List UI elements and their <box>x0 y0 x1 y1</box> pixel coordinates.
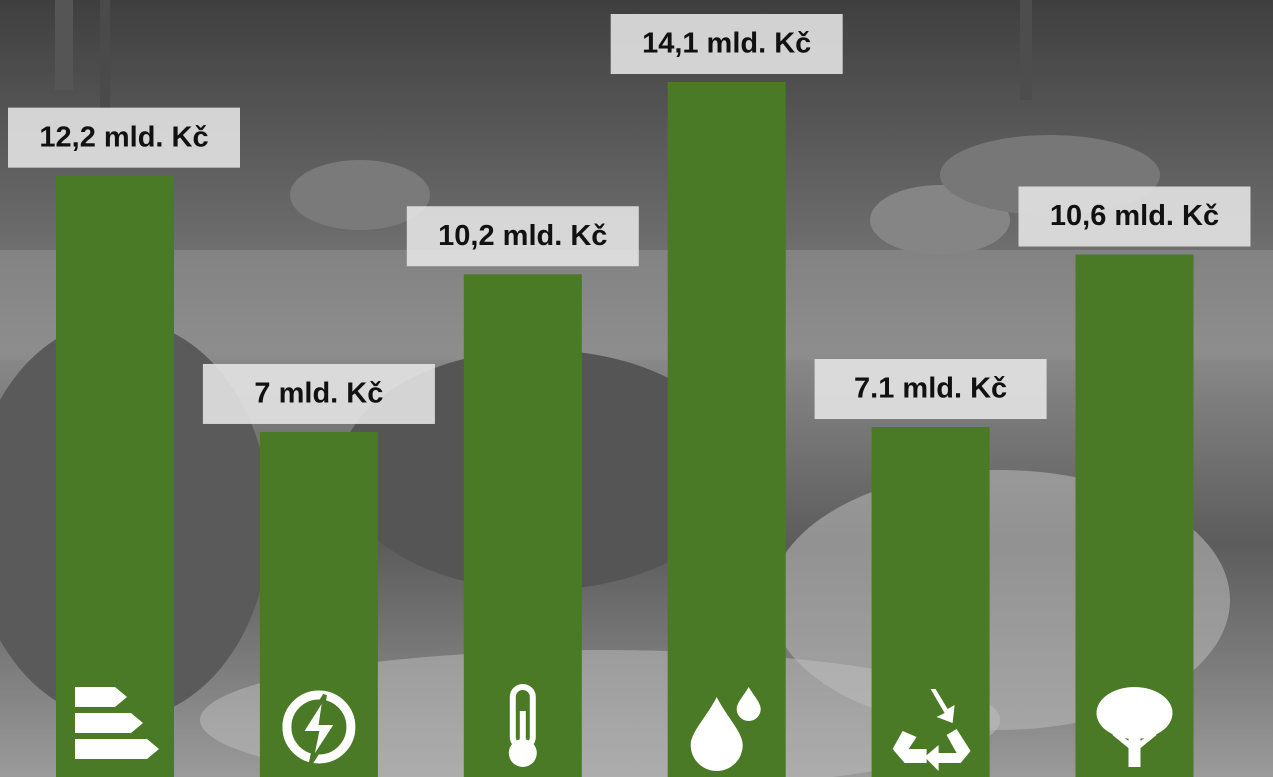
icon-part <box>75 713 143 733</box>
value-label: 7.1 mld. Kč <box>854 373 1007 405</box>
value-label-box <box>1018 186 1251 247</box>
value-label-box <box>610 14 843 74</box>
category-icon <box>690 687 761 771</box>
category-icon <box>892 689 971 771</box>
value-label-box <box>814 359 1047 420</box>
value-label: 14,1 mld. Kč <box>642 28 811 60</box>
icon-part <box>297 693 341 765</box>
category-icon <box>508 684 537 767</box>
value-label-box <box>8 107 240 168</box>
category-icon <box>75 687 159 759</box>
bar <box>667 82 786 777</box>
icon-part <box>892 689 955 763</box>
category-icon <box>282 690 356 765</box>
value-label: 10,2 mld. Kč <box>438 220 607 252</box>
icon-part <box>75 739 159 759</box>
bar <box>463 274 582 777</box>
icon-part <box>508 739 537 767</box>
icon-part <box>1096 687 1173 739</box>
bar <box>871 427 990 777</box>
icon-part <box>519 711 526 751</box>
value-label: 12,2 mld. Kč <box>39 121 208 153</box>
icon-part <box>736 687 761 721</box>
icon-part <box>690 697 743 771</box>
icon-part <box>1112 727 1157 767</box>
value-label: 7 mld. Kč <box>254 378 383 410</box>
icon-part <box>924 729 971 771</box>
value-label-box <box>406 206 639 267</box>
icon-part <box>282 690 356 764</box>
bar <box>56 175 174 777</box>
category-icon <box>1096 687 1173 767</box>
icon-part <box>75 687 127 707</box>
value-label-box <box>202 363 435 424</box>
value-label: 10,6 mld. Kč <box>1050 200 1219 232</box>
